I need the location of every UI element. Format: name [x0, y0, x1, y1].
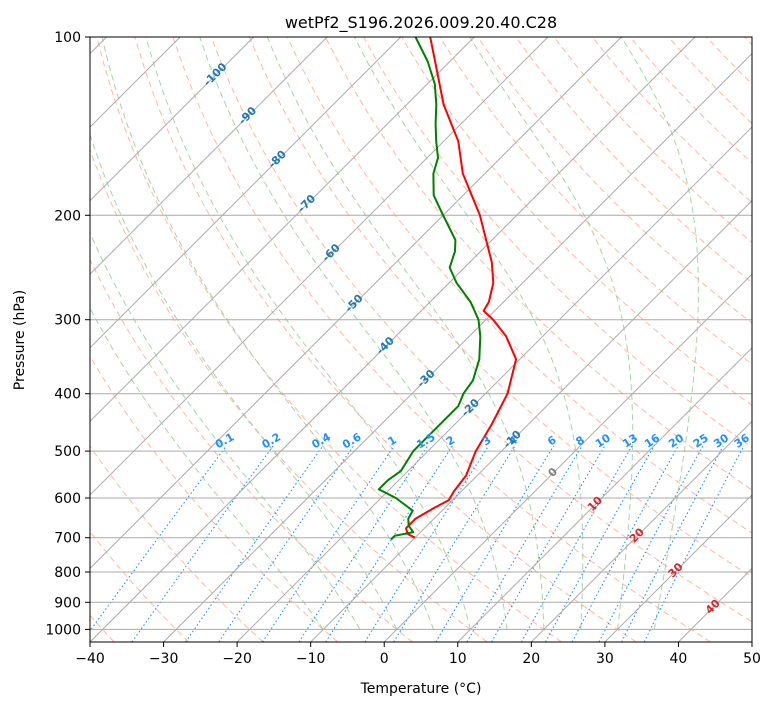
- y-tick-label: 400: [54, 387, 81, 403]
- y-tick-label: 600: [54, 491, 81, 507]
- x-tick-label: 30: [596, 651, 614, 667]
- y-tick-label: 900: [54, 595, 81, 611]
- x-axis-label: Temperature (°C): [360, 681, 482, 697]
- x-tick-label: 50: [743, 651, 761, 667]
- x-tick-label: −30: [149, 651, 179, 667]
- x-tick-label: 10: [449, 651, 467, 667]
- x-tick-label: −10: [296, 651, 326, 667]
- chart-title: wetPf2_S196.2026.009.20.40.C28: [285, 13, 557, 33]
- y-axis-label: Pressure (hPa): [12, 290, 28, 390]
- x-tick-label: 40: [669, 651, 687, 667]
- y-tick-label: 200: [54, 208, 81, 224]
- y-tick-label: 100: [54, 30, 81, 46]
- y-tick-label: 500: [54, 444, 81, 460]
- x-tick-label: −20: [222, 651, 252, 667]
- y-tick-label: 300: [54, 313, 81, 329]
- y-tick-label: 1000: [45, 622, 81, 638]
- x-tick-label: 0: [380, 651, 389, 667]
- y-tick-label: 700: [54, 531, 81, 547]
- x-tick-label: 20: [522, 651, 540, 667]
- y-tick-label: 800: [54, 565, 81, 581]
- x-tick-label: −40: [75, 651, 105, 667]
